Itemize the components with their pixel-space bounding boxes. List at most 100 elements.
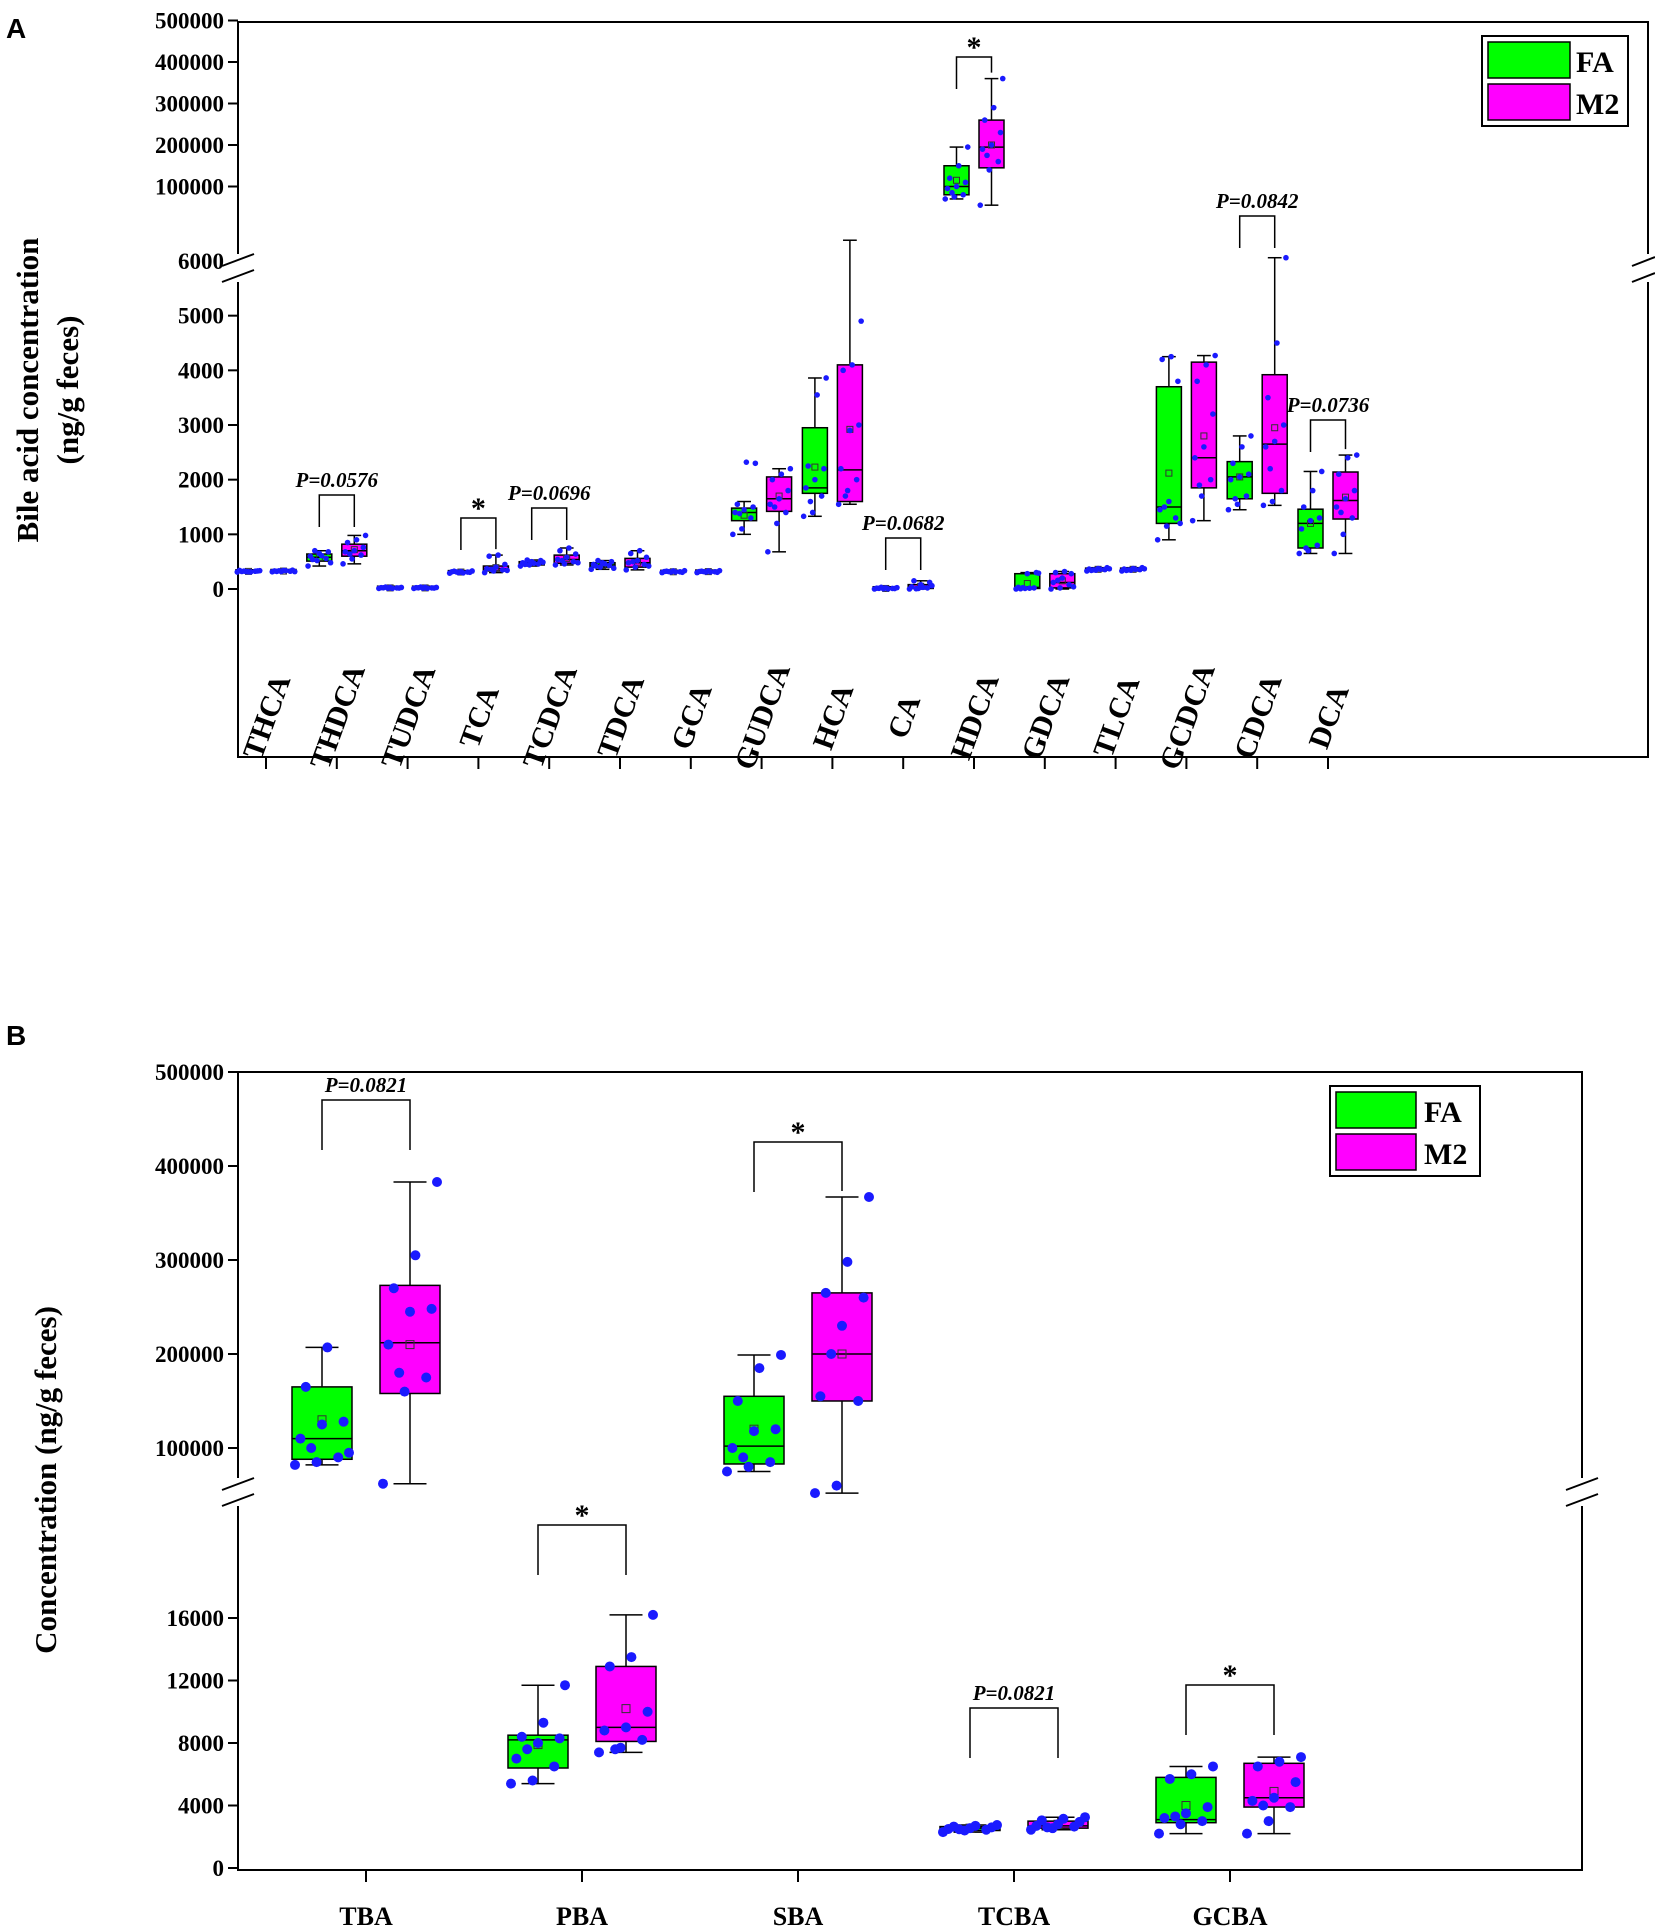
y-tick-label: 1000 [178, 522, 224, 547]
panel-b-boxes [290, 1176, 1306, 1839]
data-point [999, 75, 1006, 82]
significance-bracket [530, 507, 568, 540]
data-point [681, 567, 688, 574]
data-point [1265, 394, 1271, 401]
panel-a-boxes [234, 75, 1360, 592]
data-point [1300, 504, 1307, 510]
box-m2-thca [269, 567, 298, 575]
data-point [1050, 579, 1057, 586]
data-point [1353, 452, 1360, 458]
data-point [643, 554, 650, 561]
significance-bracket [753, 1141, 843, 1192]
data-point [864, 1192, 874, 1203]
data-point [1080, 1812, 1090, 1823]
panel-a-legend: FA M2 [1481, 35, 1629, 127]
data-point [594, 1747, 604, 1758]
box-m2-hca [835, 239, 864, 508]
significance-pba: * [537, 1499, 627, 1575]
data-point [637, 1734, 648, 1745]
data-point [1042, 1822, 1053, 1833]
data-point [842, 493, 849, 499]
box-fa-tba [290, 1342, 354, 1470]
data-point [554, 1733, 565, 1744]
data-point [944, 185, 951, 192]
data-point [1298, 526, 1305, 532]
data-point [327, 559, 334, 566]
data-point [853, 476, 860, 483]
data-point [1066, 581, 1072, 588]
data-point [732, 509, 738, 516]
data-point [1340, 531, 1347, 538]
data-point [601, 561, 608, 567]
data-point [383, 1339, 394, 1350]
mean-marker [1165, 469, 1173, 477]
data-point [645, 563, 652, 569]
box-fa-tcba [938, 1820, 1002, 1838]
data-point [290, 1459, 300, 1470]
data-point [1283, 254, 1289, 261]
box-fa-tcdca [517, 557, 546, 569]
x-category-label: DCA [1302, 680, 1355, 753]
panel-b: B Concentration (ng/g feces) 100000 20000… [6, 1020, 1599, 1931]
data-point [765, 549, 771, 555]
data-point [666, 568, 672, 575]
data-point [954, 1824, 965, 1835]
data-point [1271, 438, 1278, 445]
data-point [311, 1457, 322, 1468]
data-point [1274, 1756, 1285, 1767]
data-point [502, 561, 508, 568]
significance-bracket [884, 537, 922, 570]
data-point [1132, 566, 1139, 573]
mean-marker [1200, 432, 1208, 440]
box-iqr [801, 426, 829, 495]
data-point [955, 162, 962, 169]
y-tick-label: 500000 [155, 9, 224, 34]
x-category-label: GCBA [1192, 1902, 1267, 1931]
data-point [549, 1761, 560, 1772]
data-point [634, 557, 641, 564]
data-point [1055, 577, 1061, 584]
data-point [1157, 506, 1163, 513]
data-point [1068, 570, 1075, 577]
data-point [1335, 471, 1342, 478]
panel-a-legend-fa-label: FA [1576, 46, 1614, 79]
y-tick-label: 5000 [178, 304, 224, 329]
box-m2-tdca [623, 547, 652, 573]
significance-star: * [575, 1499, 590, 1532]
data-point [312, 547, 318, 554]
y-tick-label: 3000 [178, 413, 224, 438]
data-point [842, 1256, 853, 1267]
data-point [610, 1744, 621, 1755]
data-point [1331, 550, 1338, 557]
panel-b-x-ticks: TBA PBA SBA TCBA GCBA [339, 1870, 1268, 1931]
x-category-label: TCDCA [517, 661, 585, 773]
data-point [743, 1461, 754, 1472]
data-point [995, 158, 1002, 165]
data-point [1242, 1828, 1252, 1839]
data-point [1227, 476, 1234, 483]
data-point [460, 570, 466, 576]
data-point [754, 1363, 765, 1374]
mean-marker [405, 1340, 415, 1350]
data-point [847, 427, 853, 434]
x-category-label: PBA [556, 1902, 608, 1931]
box-fa-sba [722, 1349, 786, 1477]
data-point [349, 556, 355, 562]
y-tick-label: 400000 [155, 50, 224, 75]
y-tick-label: 300000 [155, 92, 224, 117]
panel-b-frame [237, 1071, 1583, 1871]
box-fa-cdca [1225, 433, 1254, 513]
data-point [741, 506, 747, 513]
box-fa-ca [871, 584, 900, 592]
significance-bracket [1185, 1684, 1275, 1735]
significance-star: * [967, 31, 982, 64]
data-point [769, 476, 776, 483]
data-point [540, 559, 546, 566]
box-m2-gcdca [1189, 352, 1218, 524]
x-category-label: THCA [237, 670, 298, 763]
panel-b-legend-m2-label: M2 [1424, 1138, 1467, 1171]
data-point [342, 549, 349, 555]
significance-star: * [471, 492, 486, 525]
mean-marker [953, 176, 960, 184]
data-point [317, 1419, 327, 1430]
